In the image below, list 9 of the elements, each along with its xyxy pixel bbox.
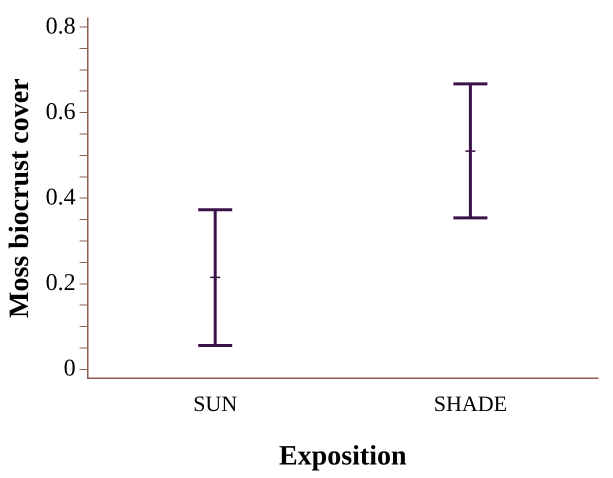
- x-tick-label: SUN: [193, 390, 238, 416]
- y-tick-label: 0.2: [46, 270, 76, 296]
- y-tick-label: 0: [64, 356, 76, 382]
- x-axis-title: Exposition: [278, 440, 408, 472]
- x-tick-label: SHADE: [434, 390, 508, 416]
- y-tick-label: 0.6: [46, 98, 76, 125]
- y-tick-label: 0.4: [46, 184, 76, 210]
- y-tick-label: 0.8: [46, 13, 76, 40]
- y-axis-title: Moss biocrust cover: [4, 78, 36, 318]
